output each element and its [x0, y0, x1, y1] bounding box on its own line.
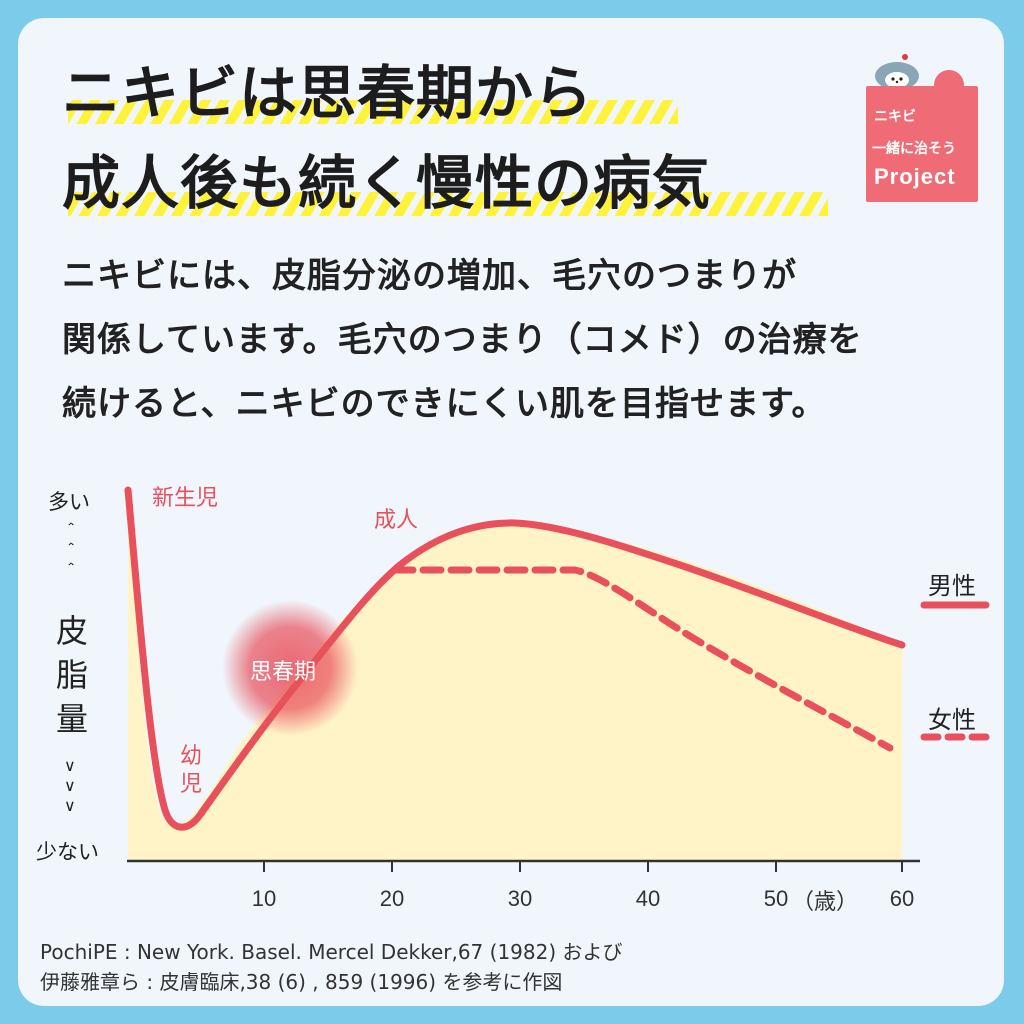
chart-fill-area [128, 490, 902, 860]
logo-line2: 一緒に治そう [872, 141, 956, 157]
y-axis-down-arrow-1: ∨ [64, 756, 76, 775]
y-axis-title-1: 皮 [56, 612, 89, 650]
y-axis-up-arrow-2: ＾ [62, 544, 80, 565]
logo-line1: ニキビ [874, 109, 916, 125]
title-highlight-1 [68, 100, 678, 124]
y-axis-title-2: 脂 [56, 656, 89, 694]
x-tick-labels: 10 20 30 40 50 60 [252, 886, 914, 911]
description-line2: 関係しています。毛穴のつまり（コメド）の治療を [62, 320, 863, 360]
svg-text:20: 20 [380, 886, 404, 911]
x-ticks [263, 861, 903, 872]
hedgehog-mascot-icon [875, 54, 919, 88]
y-axis-down-arrow-2: ∨ [64, 776, 76, 795]
svg-text:30: 30 [508, 886, 532, 911]
title-highlight-2 [68, 192, 828, 216]
y-axis-top-label: 多い [48, 490, 90, 514]
description-line1: ニキビには、皮脂分泌の増加、毛穴のつまりが [62, 256, 797, 296]
annotation-puberty: 思春期 [250, 660, 317, 685]
legend-male-label: 男性 [928, 572, 976, 600]
svg-text:40: 40 [636, 886, 660, 911]
project-logo: ニキビ 一緒に治そう Project [866, 70, 978, 202]
y-axis-down-arrow-3: ∨ [64, 796, 76, 815]
annotation-infant-1: 幼 [180, 744, 203, 769]
legend-female-label: 女性 [928, 706, 976, 734]
source-line2: 伊藤雅章ら : 皮膚臨床,38 (6) , 859 (1996) を参考に作図 [40, 970, 563, 994]
y-axis-bottom-label: 少ない [36, 840, 99, 864]
y-axis-up-arrow-1: ＾ [62, 524, 80, 545]
y-axis-up-arrow-3: ＾ [62, 564, 80, 585]
puberty-highlight [222, 600, 358, 736]
svg-text:10: 10 [252, 886, 276, 911]
annotation-adult: 成人 [374, 508, 419, 533]
svg-text:50: 50 [764, 886, 788, 911]
y-axis-title-3: 量 [56, 700, 89, 738]
svg-text:60: 60 [890, 886, 914, 911]
source-line1: PochiPE : New York. Basel. Mercel Dekker… [40, 940, 623, 964]
annotation-infant-2: 児 [180, 772, 203, 797]
logo-bump [934, 70, 964, 100]
logo-line3: Project [874, 164, 956, 189]
page-title-line2: 成人後も続く慢性の病気 [62, 149, 712, 217]
female-curve [391, 566, 894, 752]
page-title-line1: ニキビは思春期から [62, 59, 594, 127]
annotation-newborn: 新生児 [152, 486, 219, 511]
x-axis-unit: （歳） [792, 890, 859, 915]
description-line3: 続けると、ニキビのできにくい肌を目指せます。 [62, 384, 827, 424]
male-curve [124, 486, 906, 831]
